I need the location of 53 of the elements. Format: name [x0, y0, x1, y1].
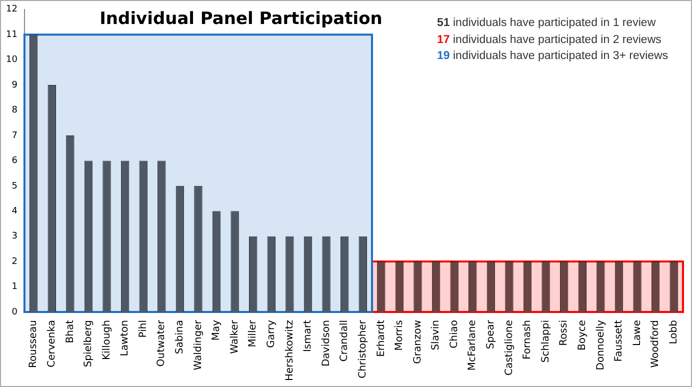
x-tick-label: Spielberg — [83, 320, 94, 368]
x-tick-label: Morris — [394, 320, 406, 351]
x-tick-label: Slavin — [430, 320, 442, 350]
x-tick-label: Lobb — [668, 320, 680, 344]
y-tick-label: 3 — [12, 232, 18, 242]
y-tick-label: 11 — [6, 30, 18, 40]
x-tick-label: Christopher — [357, 319, 368, 378]
x-tick-label: Pihl — [138, 320, 149, 338]
y-tick-label: 1 — [12, 282, 18, 292]
y-tick-label: 7 — [12, 130, 18, 141]
y-tick-label: 6 — [12, 156, 18, 166]
x-tick-label: Granzow — [412, 320, 424, 364]
x-tick-label: Sabina — [174, 320, 186, 354]
x-tick-label: Rousseau — [28, 320, 40, 368]
y-tick-label: 2 — [12, 256, 18, 267]
x-tick-label: Waldinger — [192, 319, 204, 370]
x-tick-label: Rossi — [558, 320, 570, 346]
x-tick-label: Woodford — [650, 320, 662, 368]
annotation: 17 individuals have participated in 2 reviews — [437, 32, 662, 48]
x-tick-label: Castiglione — [504, 320, 515, 376]
y-tick-label: 0 — [12, 307, 18, 318]
y-tick-label: 9 — [12, 80, 18, 90]
x-tick-label: Boyce — [576, 320, 588, 351]
x-tick-label: Bhat — [64, 320, 76, 344]
x-tick-label: Crandall — [339, 320, 350, 362]
y-tick-label: 4 — [12, 206, 18, 216]
x-tick-label: Garry — [266, 320, 277, 348]
x-tick-label: Faussett — [614, 320, 625, 362]
y-tick-label: 5 — [12, 181, 18, 192]
x-tick-label: Chiao — [448, 320, 460, 348]
x-tick-label: Spear — [486, 319, 497, 350]
x-tick-label: Cervenka — [46, 320, 58, 368]
x-tick-label: Lawe — [632, 320, 643, 346]
x-tick-label: Schlappi — [540, 320, 552, 363]
x-tick-label: Walker — [229, 319, 240, 354]
x-tick-label: Killough — [101, 320, 112, 360]
x-tick-label: McFarlane — [467, 320, 478, 371]
x-tick-label: Fornash — [522, 320, 534, 360]
x-tick-label: Hershkowitz — [284, 320, 296, 382]
x-tick-label: Miller — [248, 319, 259, 348]
y-tick-label: 10 — [6, 55, 18, 66]
x-tick-label: Outwater — [156, 319, 168, 367]
y-tick-label: 8 — [12, 106, 18, 116]
annotation: 51 individuals have participated in 1 review — [437, 16, 657, 31]
x-tick-label: May — [211, 320, 222, 341]
x-tick-label: Erhardt — [376, 320, 387, 357]
x-tick-label: Ismart — [302, 320, 314, 352]
y-tick-label: 12 — [6, 4, 18, 15]
chart-title: Individual Panel Participation — [98, 9, 384, 29]
x-tick-label: Donnoelly — [595, 320, 606, 370]
x-tick-label: Lawton — [120, 320, 131, 356]
annotation: 19 individuals have participated in 3+ reviews — [437, 49, 668, 64]
x-tick-label: Davidson — [320, 320, 332, 367]
